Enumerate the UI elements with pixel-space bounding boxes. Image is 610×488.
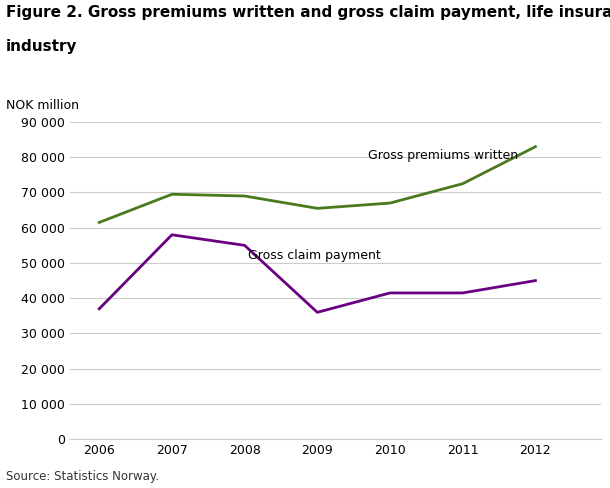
- Text: Source: Statistics Norway.: Source: Statistics Norway.: [6, 470, 159, 483]
- Text: industry: industry: [6, 39, 77, 54]
- Text: Figure 2. Gross premiums written and gross claim payment, life insurance: Figure 2. Gross premiums written and gro…: [6, 5, 610, 20]
- Text: Gross claim payment: Gross claim payment: [248, 249, 381, 263]
- Text: Gross premiums written: Gross premiums written: [368, 149, 518, 162]
- Text: NOK million: NOK million: [6, 99, 79, 112]
